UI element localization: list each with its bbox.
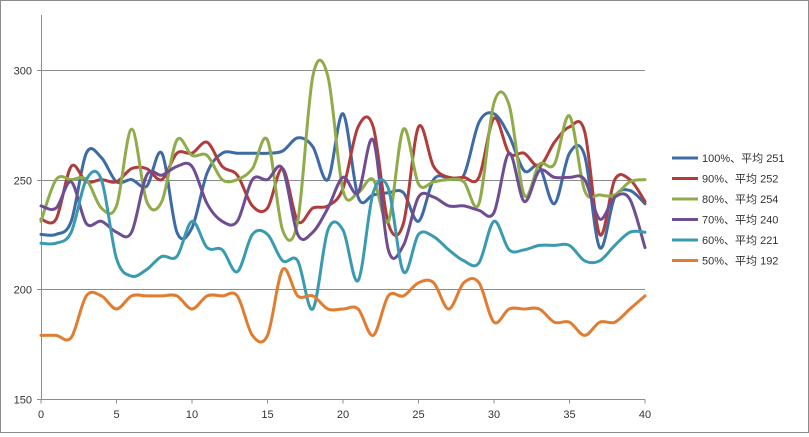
y-tick-label-300: 300 xyxy=(14,66,32,78)
y-tick-label-200: 200 xyxy=(14,285,32,297)
legend-label-4: 60%、平均 221 xyxy=(702,234,778,247)
series-line-2 xyxy=(39,58,647,242)
series-line-5 xyxy=(39,267,647,344)
x-tick-label-40: 40 xyxy=(639,409,651,421)
series-line-3 xyxy=(39,137,647,260)
series-line-4 xyxy=(39,169,647,311)
legend-label-2: 80%、平均 254 xyxy=(702,193,778,206)
legend-label-0: 100%、平均 251 xyxy=(702,152,785,165)
y-tick-label-150: 150 xyxy=(14,395,32,407)
legend-label-1: 90%、平均 252 xyxy=(702,173,778,186)
x-tick-label-0: 0 xyxy=(38,409,44,421)
x-tick-label-10: 10 xyxy=(186,409,198,421)
series-lines xyxy=(39,58,647,344)
tick-labels: 150 200 250 300 0 5 10 15 20 25 30 35 40 xyxy=(14,66,651,422)
legend: 100%、平均 251 90%、平均 252 80%、平均 254 70%、平均 24… xyxy=(672,152,785,268)
legend-label-3: 70%、平均 240 xyxy=(702,214,778,227)
x-tick-label-35: 35 xyxy=(563,409,575,421)
series-line-1 xyxy=(39,115,647,237)
axes xyxy=(37,15,646,404)
x-tick-label-5: 5 xyxy=(113,409,119,421)
x-tick-label-25: 25 xyxy=(412,409,424,421)
x-tick-label-15: 15 xyxy=(261,409,273,421)
legend-label-5: 50%、平均 192 xyxy=(702,255,778,268)
x-tick-label-20: 20 xyxy=(337,409,349,421)
x-tick-label-30: 30 xyxy=(488,409,500,421)
y-tick-label-250: 250 xyxy=(14,176,32,188)
